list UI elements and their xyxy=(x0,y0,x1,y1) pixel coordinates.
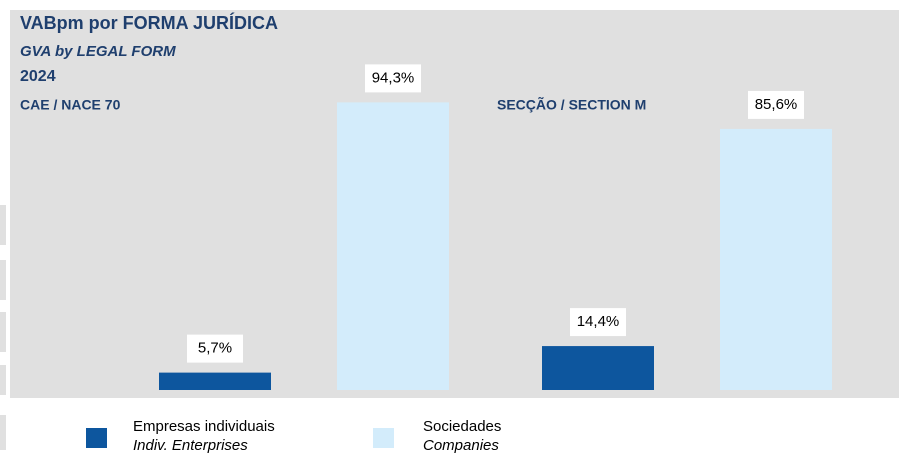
bar xyxy=(720,128,832,391)
chart-title: VABpm por FORMA JURÍDICA xyxy=(20,12,278,33)
value-label-box xyxy=(187,334,243,363)
bar xyxy=(337,102,449,390)
legend-swatch xyxy=(373,428,394,448)
value-label: 14,4% xyxy=(577,313,620,330)
legend-label-en: Companies xyxy=(423,437,499,454)
legend-swatch xyxy=(86,428,107,448)
value-label-box xyxy=(365,64,421,93)
bar xyxy=(542,346,654,390)
side-strip xyxy=(0,415,6,450)
value-label-box xyxy=(570,308,626,337)
category-label: CAE / NACE 70 xyxy=(20,97,121,113)
side-strip xyxy=(0,312,6,352)
legend-label: Sociedades xyxy=(423,418,501,435)
side-strip xyxy=(0,260,6,300)
side-strip xyxy=(0,205,6,245)
value-label: 5,7% xyxy=(198,340,232,357)
side-strip xyxy=(0,365,6,395)
value-label: 85,6% xyxy=(755,96,798,113)
chart-subtitle: GVA by LEGAL FORM xyxy=(20,43,176,60)
legend-label-en: Indiv. Enterprises xyxy=(133,437,248,454)
bar xyxy=(159,372,271,390)
value-label-box xyxy=(748,90,804,119)
chart-year: 2024 xyxy=(20,68,56,85)
category-label: SECÇÃO / SECTION M xyxy=(497,96,646,113)
legend-label: Empresas individuais xyxy=(133,418,275,435)
value-label: 94,3% xyxy=(372,69,415,86)
